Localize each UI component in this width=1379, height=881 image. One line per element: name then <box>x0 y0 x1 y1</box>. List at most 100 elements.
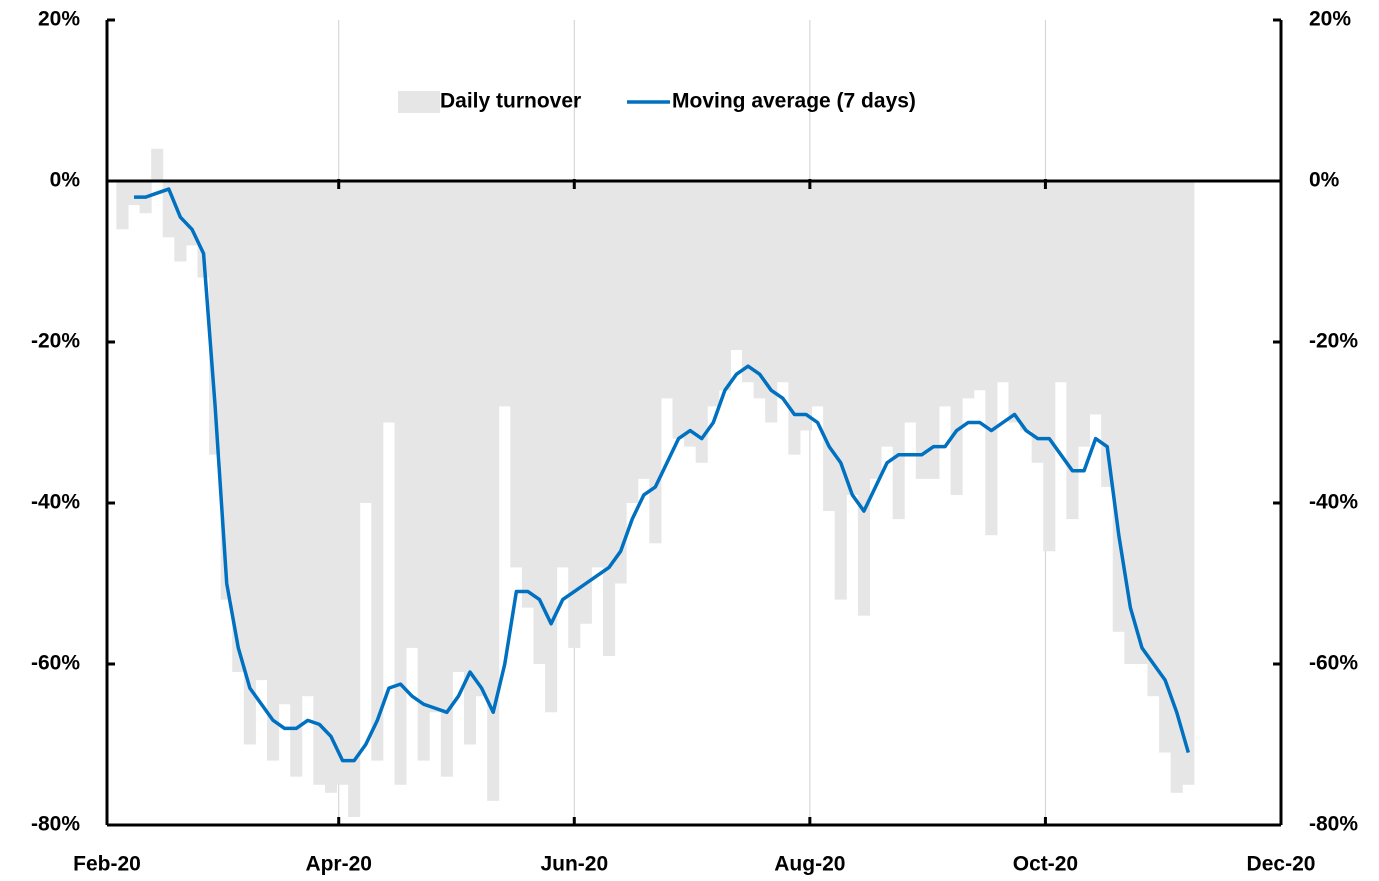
bar <box>185 181 199 246</box>
bar <box>487 181 500 801</box>
bar <box>1089 181 1102 415</box>
bar <box>521 181 534 608</box>
bar <box>324 181 338 793</box>
bar <box>602 181 616 656</box>
bar <box>660 181 674 399</box>
bar <box>962 181 975 399</box>
y2-tick-label: -80% <box>1309 813 1358 836</box>
bar <box>359 181 372 503</box>
bar <box>510 181 523 568</box>
bar <box>371 181 384 761</box>
bar <box>799 181 813 431</box>
bar <box>742 181 755 383</box>
line <box>134 187 1191 763</box>
bar <box>579 181 592 624</box>
bar <box>684 181 697 447</box>
bar <box>718 181 731 391</box>
y-tick-label: -40% <box>31 491 80 514</box>
bar <box>151 148 164 181</box>
bar <box>1147 181 1160 697</box>
legend-swatch <box>398 91 440 113</box>
y2-tick-label: -40% <box>1309 491 1358 514</box>
bar <box>904 181 917 423</box>
x-tick-label: Oct-20 <box>1013 853 1078 876</box>
bar <box>301 181 314 697</box>
bar <box>637 181 650 479</box>
y-tick-label: 20% <box>38 8 80 31</box>
bar <box>649 181 662 544</box>
bar <box>1054 181 1067 383</box>
bar <box>255 181 268 681</box>
bar <box>973 181 986 391</box>
bar <box>626 181 639 503</box>
bar <box>429 181 442 713</box>
bar <box>174 181 187 262</box>
bar <box>545 181 558 713</box>
bar <box>765 181 778 423</box>
bar <box>394 181 407 785</box>
bar <box>1159 181 1172 753</box>
bar <box>1078 181 1091 447</box>
bar <box>788 181 801 455</box>
bar <box>556 181 569 568</box>
y-tick-label: -60% <box>31 652 80 675</box>
bar <box>452 181 465 673</box>
bar <box>278 181 291 705</box>
bar <box>406 181 419 648</box>
bar <box>869 181 882 479</box>
y-tick-label: -20% <box>31 330 80 353</box>
bar <box>197 181 210 278</box>
bar <box>1020 181 1033 431</box>
x-tick-label: Apr-20 <box>305 853 372 876</box>
bar <box>382 181 395 423</box>
bar <box>614 181 627 584</box>
y-tick-label: -80% <box>31 813 80 836</box>
bar <box>313 181 326 785</box>
y2-tick-label: 0% <box>1309 169 1340 192</box>
bar <box>591 181 604 568</box>
bar <box>232 181 245 673</box>
bar <box>1170 181 1183 793</box>
bar <box>996 181 1009 383</box>
y2-tick-label: -60% <box>1309 652 1358 675</box>
bar <box>463 181 477 745</box>
bar <box>985 181 998 536</box>
bar <box>1101 181 1114 487</box>
bar <box>707 181 720 407</box>
bar <box>915 181 928 479</box>
bar <box>243 181 256 745</box>
bar <box>846 181 859 495</box>
bar <box>1031 181 1044 463</box>
bar <box>857 181 870 616</box>
bar <box>927 181 940 479</box>
bar <box>753 181 766 399</box>
bar <box>834 181 847 600</box>
bar <box>1124 181 1137 664</box>
bar <box>1008 181 1021 423</box>
bar <box>440 181 453 777</box>
bar <box>1135 181 1149 664</box>
x-tick-label: Aug-20 <box>774 853 845 876</box>
bar <box>336 181 349 785</box>
bar <box>1043 181 1056 552</box>
bar <box>116 181 129 230</box>
legend-label: Daily turnover <box>440 90 581 113</box>
bar <box>220 181 233 600</box>
bar <box>776 181 789 383</box>
y2-tick-label: 20% <box>1309 8 1351 31</box>
x-tick-label: Dec-20 <box>1247 853 1316 876</box>
y2-tick-label: -20% <box>1309 330 1358 353</box>
bar <box>811 181 824 407</box>
bar <box>950 181 963 495</box>
bar <box>475 181 488 697</box>
bar <box>348 181 361 817</box>
bar <box>267 181 280 761</box>
bar <box>498 181 511 407</box>
bar <box>1066 181 1079 520</box>
bar <box>823 181 836 512</box>
bar <box>127 181 141 206</box>
bar <box>290 181 303 777</box>
bar <box>938 181 952 407</box>
x-tick-label: Feb-20 <box>73 853 141 876</box>
